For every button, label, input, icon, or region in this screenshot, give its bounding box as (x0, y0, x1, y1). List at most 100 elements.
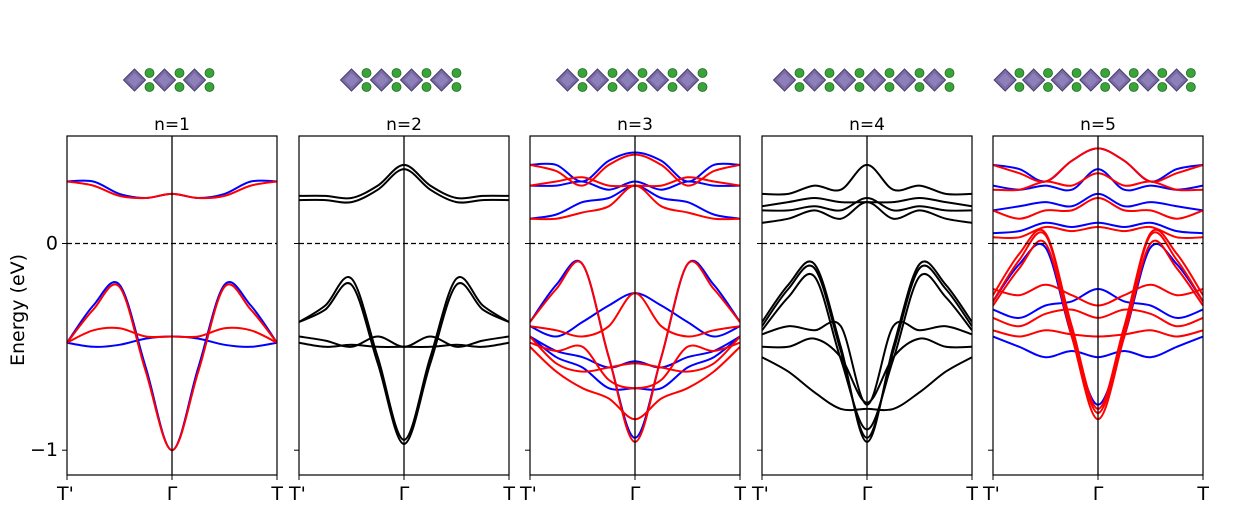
y-tick-label: −1 (30, 439, 58, 461)
cation-icon (914, 82, 925, 92)
cation-icon (451, 68, 462, 78)
octahedron-face-icon (560, 73, 575, 87)
cation-icon (174, 82, 185, 92)
cation-icon (1185, 82, 1196, 92)
cation-icon (451, 82, 462, 92)
structure-icon (555, 68, 708, 92)
octahedron-face-icon (344, 73, 359, 87)
octahedron-face-icon (807, 73, 822, 87)
octahedron-face-icon (1055, 73, 1070, 87)
cation-icon (794, 82, 805, 92)
panel-title: n=2 (386, 115, 422, 135)
x-tick-label: Γ (167, 483, 178, 505)
cation-icon (884, 82, 895, 92)
structure-icon (122, 68, 215, 92)
cation-icon (1043, 82, 1053, 92)
octahedron-face-icon (837, 73, 852, 87)
cation-icon (854, 82, 865, 92)
cation-icon (1071, 68, 1082, 78)
cation-icon (914, 68, 925, 78)
octahedron-face-icon (1141, 73, 1155, 87)
octahedron-face-icon (187, 73, 202, 87)
x-tick-label: T' (751, 483, 769, 505)
panel-2: n=2 T' Γ T (288, 68, 515, 505)
panel-1: n=1 0 −1 T' Γ T (30, 68, 283, 505)
x-tick-label: Γ (1093, 483, 1104, 505)
cation-icon (1014, 82, 1025, 92)
x-tick-label: T' (288, 483, 306, 505)
cation-icon (391, 82, 402, 92)
cation-icon (1014, 68, 1025, 78)
cation-icon (1128, 82, 1139, 92)
structure-icon (772, 68, 955, 92)
cation-icon (794, 68, 805, 78)
cation-icon (1185, 68, 1196, 78)
cation-icon (577, 68, 588, 78)
x-tick-label: T (270, 483, 283, 505)
octahedron-face-icon (867, 73, 882, 87)
x-tick-label: Γ (399, 483, 410, 505)
x-tick-label: T' (56, 483, 74, 505)
panel-4: n=4 T' Γ T (751, 68, 978, 505)
x-tick-label: T (733, 483, 746, 505)
cation-icon (421, 68, 432, 78)
cation-icon (204, 68, 215, 78)
cation-icon (1071, 82, 1082, 92)
octahedron-face-icon (998, 73, 1013, 87)
panels: n=1 0 −1 T' Γ Tn=2 T' Γ Tn=3 T' Γ Tn=4 T' Γ Tn=5 T' Γ T (30, 68, 1209, 505)
cation-icon (144, 68, 155, 78)
cation-icon (944, 68, 955, 78)
cation-icon (391, 68, 402, 78)
octahedron-face-icon (777, 73, 792, 87)
cation-icon (144, 82, 155, 92)
x-tick-label: Γ (630, 483, 641, 505)
cation-icon (1100, 82, 1111, 92)
cation-icon (824, 82, 835, 92)
panel-5: n=5 T' Γ T (982, 68, 1209, 505)
octahedron-face-icon (680, 73, 695, 87)
octahedron-face-icon (404, 73, 419, 87)
cation-icon (944, 82, 955, 92)
octahedron-face-icon (127, 73, 142, 87)
x-tick-label: T (502, 483, 515, 505)
x-tick-label: T' (982, 483, 1000, 505)
x-tick-label: T' (519, 483, 537, 505)
cation-icon (577, 82, 588, 92)
structure-icon (993, 68, 1196, 92)
panel-title: n=5 (1080, 115, 1116, 135)
cation-icon (884, 68, 895, 78)
octahedron-face-icon (620, 73, 635, 87)
octahedron-face-icon (897, 73, 912, 87)
cation-icon (1128, 68, 1139, 78)
octahedron-face-icon (1083, 73, 1098, 87)
octahedron-face-icon (1026, 73, 1041, 87)
octahedron-face-icon (434, 73, 449, 87)
x-tick-label: T (1196, 483, 1209, 505)
y-axis-label: Energy (eV) (7, 254, 29, 366)
cation-icon (607, 68, 618, 78)
cation-icon (637, 68, 648, 78)
cation-icon (697, 82, 708, 92)
panel-3: n=3 T' Γ T (519, 68, 746, 505)
cation-icon (204, 82, 215, 92)
cation-icon (1043, 68, 1053, 78)
x-tick-label: Γ (862, 483, 873, 505)
octahedron-face-icon (1169, 73, 1184, 87)
cation-icon (421, 82, 432, 92)
cation-icon (824, 68, 835, 78)
panel-title: n=4 (849, 115, 885, 135)
octahedron-face-icon (1112, 73, 1127, 87)
structure-icon (339, 68, 462, 92)
cation-icon (1157, 68, 1168, 78)
cation-icon (1100, 68, 1111, 78)
cation-icon (361, 68, 372, 78)
x-tick-label: T (965, 483, 978, 505)
cation-icon (667, 68, 678, 78)
cation-icon (697, 68, 708, 78)
octahedron-face-icon (927, 73, 942, 87)
cation-icon (1157, 82, 1168, 92)
panel-title: n=3 (617, 115, 653, 135)
cation-icon (667, 82, 678, 92)
octahedron-face-icon (157, 73, 172, 87)
